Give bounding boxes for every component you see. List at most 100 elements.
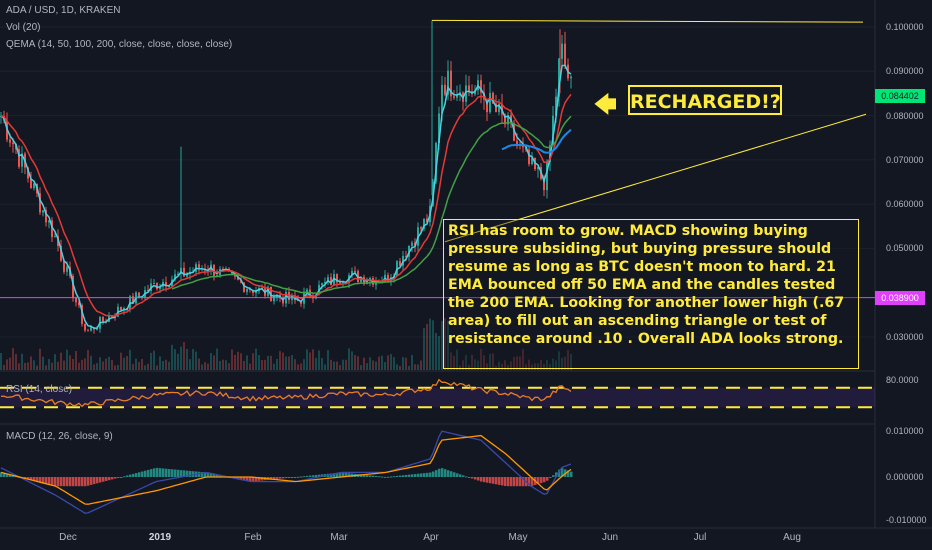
candle-body — [246, 288, 248, 292]
volume-bar — [54, 354, 56, 370]
macd-histogram-bar — [498, 477, 501, 485]
volume-bar — [87, 349, 89, 370]
macd-histogram-bar — [141, 471, 144, 477]
volume-bar — [402, 357, 404, 370]
candle-body — [543, 178, 545, 191]
volume-bar — [447, 320, 449, 370]
candle-body — [561, 43, 563, 59]
volume-bar — [12, 348, 14, 370]
candle-body — [48, 220, 50, 223]
volume-bar — [450, 352, 452, 370]
volume-bar — [27, 362, 29, 370]
last-price-tag: 0.084402 — [875, 89, 925, 104]
macd-histogram-bar — [372, 475, 375, 477]
volume-bar — [258, 355, 260, 370]
volume-bar — [537, 363, 539, 370]
candle-body — [327, 277, 329, 283]
rsi-axis-tick: 80.0000 — [886, 375, 919, 385]
volume-bar — [453, 355, 455, 370]
macd-histogram-bar — [66, 477, 69, 487]
volume-indicator-label: Vol (20) — [6, 22, 41, 33]
macd-histogram-bar — [384, 476, 387, 478]
volume-bar — [123, 357, 125, 370]
volume-bar — [183, 342, 185, 370]
volume-bar — [534, 363, 536, 370]
macd-histogram-bar — [387, 476, 390, 478]
macd-histogram-bar — [177, 469, 180, 477]
volume-bar — [204, 362, 206, 370]
candle-body — [180, 267, 182, 274]
macd-histogram-bar — [291, 477, 294, 478]
macd-histogram-bar — [63, 477, 66, 487]
macd-histogram-bar — [180, 470, 183, 477]
volume-bar — [297, 364, 299, 370]
macd-histogram-bar — [246, 477, 249, 481]
volume-bar — [216, 348, 218, 370]
volume-bar — [372, 360, 374, 370]
macd-histogram-bar — [459, 474, 462, 477]
candle-body — [441, 84, 443, 114]
macd-histogram-bar — [294, 477, 297, 478]
volume-bar — [351, 351, 353, 370]
macd-histogram-bar — [30, 477, 33, 480]
macd-histogram-bar — [69, 477, 72, 487]
candle-body — [198, 264, 200, 270]
macd-histogram-bar — [204, 472, 207, 477]
macd-histogram-bar — [408, 474, 411, 477]
candle-body — [39, 193, 41, 213]
macd-histogram-bar — [333, 473, 336, 477]
volume-bar — [15, 354, 17, 370]
ema-fast-line — [0, 64, 572, 330]
macd-histogram-bar — [36, 477, 39, 482]
candle-body — [54, 236, 56, 238]
candle-body — [33, 183, 35, 189]
resistance-trendline — [431, 19, 864, 23]
volume-bar — [369, 357, 371, 370]
macd-histogram-bar — [87, 477, 90, 486]
candle-body — [42, 210, 44, 213]
macd-histogram-bar — [501, 477, 504, 486]
time-axis-tick: Jul — [693, 532, 707, 543]
time-axis-tick: 2019 — [148, 532, 172, 543]
macd-histogram-bar — [9, 474, 12, 477]
volume-bar — [228, 363, 230, 370]
volume-bar — [117, 364, 119, 370]
candle-body — [78, 302, 80, 306]
macd-histogram-bar — [279, 477, 282, 479]
volume-bar — [408, 365, 410, 370]
macd-histogram-bar — [369, 475, 372, 477]
macd-histogram-bar — [147, 469, 150, 477]
volume-bar — [417, 364, 419, 370]
volume-bar — [489, 353, 491, 370]
volume-bar — [78, 362, 80, 370]
candle-body — [450, 70, 452, 97]
volume-bar — [396, 364, 398, 370]
macd-histogram-bar — [27, 477, 30, 480]
macd-histogram-bar — [420, 473, 423, 477]
volume-bar — [96, 363, 98, 370]
candle-body — [66, 266, 68, 272]
candle-body — [495, 103, 497, 113]
volume-bar — [384, 362, 386, 370]
macd-histogram-bar — [411, 474, 414, 477]
macd-histogram-bar — [51, 477, 54, 486]
candle-body — [336, 274, 338, 283]
candle-body — [267, 286, 269, 296]
macd-histogram-bar — [0, 472, 3, 477]
candle-body — [360, 277, 362, 283]
macd-histogram-bar — [447, 470, 450, 477]
volume-bar — [414, 364, 416, 370]
volume-bar — [192, 348, 194, 370]
volume-bar — [339, 365, 341, 370]
macd-histogram-bar — [348, 473, 351, 477]
macd-signal-line — [0, 434, 572, 505]
volume-bar — [240, 353, 242, 370]
macd-histogram-bar — [555, 472, 558, 477]
candle-body — [216, 275, 218, 277]
volume-bar — [0, 353, 2, 370]
macd-histogram-bar — [48, 477, 51, 485]
candle-body — [465, 85, 467, 102]
macd-histogram-bar — [474, 477, 477, 480]
macd-histogram-bar — [201, 472, 204, 477]
macd-histogram-bar — [249, 477, 252, 482]
